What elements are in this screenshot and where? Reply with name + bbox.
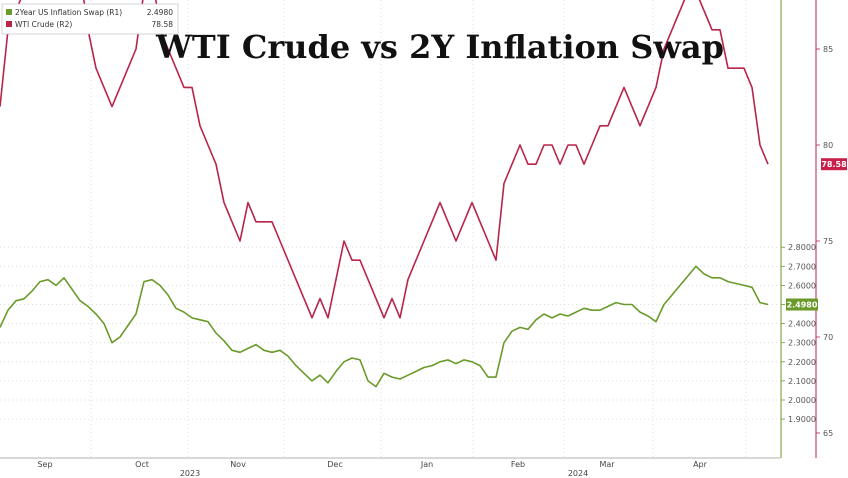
- series-layer: [0, 0, 769, 388]
- legend: 2Year US Inflation Swap (R1) 2.4980 WTI …: [1, 3, 179, 35]
- axis-r1-tick-label: 2.2000: [788, 358, 816, 367]
- x-year-label: 2024: [568, 469, 588, 478]
- badge-inflation-swap: [786, 298, 818, 311]
- badge-value-text: 2.4980: [787, 301, 818, 310]
- badge-wti-crude: [821, 158, 847, 171]
- x-month-label: Oct: [135, 460, 149, 469]
- legend-value-swap: 2.4980: [147, 8, 173, 17]
- legend-swatch-swap: [6, 9, 12, 15]
- axis-r2-tick-label: 70: [823, 333, 833, 342]
- x-year-label: 2023: [180, 469, 200, 478]
- x-month-label: Jan: [420, 460, 433, 469]
- right-axis-r2: 10095908580757065: [815, 0, 833, 458]
- chart-title: WTI Crude vs 2Y Inflation Swap: [155, 28, 724, 66]
- legend-label-wti: WTI Crude (R2): [15, 20, 72, 29]
- axis-r2-tick-label: 65: [823, 429, 833, 438]
- axis-r1-tick-label: 2.6000: [788, 281, 816, 290]
- axis-r1-tick-label: 2.7000: [788, 262, 816, 271]
- axis-r1-tick-label: 2.1000: [788, 377, 816, 386]
- axis-r1-tick-label: 2.4000: [788, 320, 816, 329]
- series-line-inflation-swap: [0, 265, 769, 388]
- grid: [0, 0, 780, 458]
- x-month-label: Feb: [511, 460, 525, 469]
- right-axis-r1: 2.80002.70002.60002.50002.40002.30002.20…: [780, 0, 816, 458]
- legend-box: [1, 3, 179, 35]
- axis-r1-tick-label: 2.8000: [788, 243, 816, 252]
- axis-r1-tick-label: 1.9000: [788, 415, 816, 424]
- badge-value-text: 78.58: [821, 160, 847, 169]
- legend-swatch-wti: [6, 21, 12, 27]
- x-month-label: Dec: [327, 460, 342, 469]
- x-month-label: Apr: [693, 460, 708, 469]
- axis-r1-tick-label: 2.0000: [788, 396, 816, 405]
- x-month-label: Mar: [599, 460, 615, 469]
- legend-label-swap: 2Year US Inflation Swap (R1): [15, 8, 122, 17]
- x-month-label: Nov: [230, 460, 246, 469]
- axis-r2-tick-label: 80: [823, 141, 833, 150]
- x-axis: Sep Oct Nov Dec Jan Feb Mar Apr 2023 2024: [0, 457, 780, 478]
- axis-r1-tick-label: 2.3000: [788, 339, 816, 348]
- x-month-label: Sep: [37, 460, 52, 469]
- axis-r2-tick-label: 85: [823, 45, 833, 54]
- series-line-wti-crude: [0, 0, 769, 319]
- axis-r2-tick-label: 75: [823, 237, 833, 246]
- value-badges: 2.4980 78.58: [786, 158, 847, 311]
- legend-value-wti: 78.58: [152, 20, 174, 29]
